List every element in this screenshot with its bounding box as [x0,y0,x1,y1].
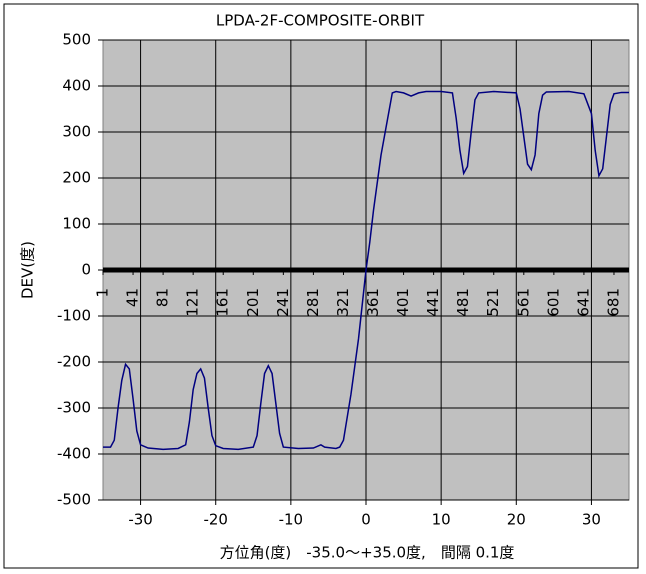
x-tick-label: 20 [507,511,526,529]
x-tick-label: 30 [582,511,601,529]
y-tick-label: 500 [62,31,91,49]
x-tick-label: -20 [203,511,228,529]
x2-tick-label: 81 [154,288,172,307]
x2-tick-label: 281 [304,288,322,317]
data-line [103,90,629,451]
x2-tick-label: 321 [334,288,352,317]
x2-tick-label: 641 [574,288,592,317]
x-axis-label: 方位角(度) -35.0～+35.0度, 間隔 0.1度 [220,544,515,562]
y-tick-label: -200 [57,353,91,371]
chart-title: LPDA-2F-COMPOSITE-ORBIT [216,12,425,30]
y-tick-label: -500 [57,491,91,509]
y-axis-label: DEV(度) [19,241,37,299]
x2-tick-label: 41 [124,288,142,307]
x2-tick-label: 121 [184,288,202,317]
y-tick-label: 300 [62,123,91,141]
x-tick-label: -10 [279,511,304,529]
y-tick-label: 200 [62,169,91,187]
y-tick-label: -400 [57,445,91,463]
y-tick-label: 400 [62,77,91,95]
x2-tick-label: 681 [604,288,622,317]
x2-tick-label: 361 [364,288,382,317]
x2-tick-label: 1 [94,288,112,298]
x2-tick-label: 441 [424,288,442,317]
y-tick-label: -100 [57,307,91,325]
x2-tick-label: 161 [214,288,232,317]
y-tick-label: -300 [57,399,91,417]
x2-tick-label: 481 [454,288,472,317]
x2-tick-label: 201 [244,288,262,317]
x2-tick-label: 241 [274,288,292,317]
x2-tick-label: 401 [394,288,412,317]
x2-tick-label: 601 [544,288,562,317]
x2-tick-label: 521 [484,288,502,317]
y-tick-label: 0 [81,261,91,279]
x2-tick-label: 561 [514,288,532,317]
x-tick-label: 0 [361,511,371,529]
x-tick-label: 10 [432,511,451,529]
x-tick-label: -30 [128,511,153,529]
y-tick-label: 100 [62,215,91,233]
